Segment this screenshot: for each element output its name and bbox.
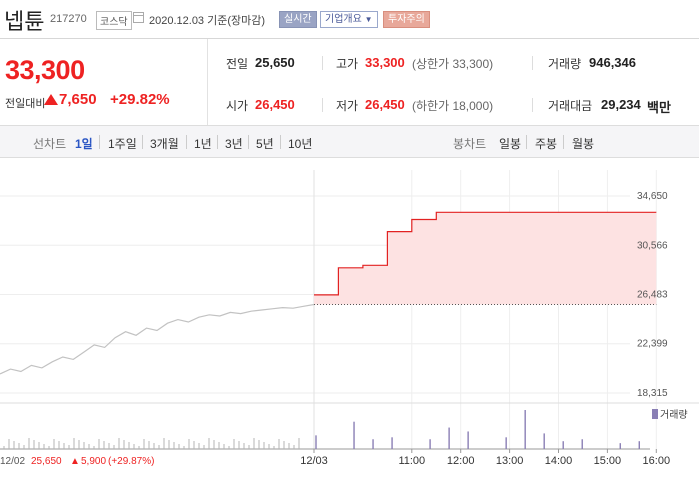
divider	[186, 135, 187, 149]
y-tick-label: 26,483	[637, 289, 668, 300]
tab-monthly-candle[interactable]: 월봉	[572, 137, 595, 151]
high-label: 고가	[336, 57, 359, 71]
divider	[248, 135, 249, 149]
prev-close-value: 25,650	[255, 55, 295, 70]
tab-10y[interactable]: 10년	[288, 137, 313, 151]
trade-value: 29,234	[601, 97, 641, 112]
divider	[217, 135, 218, 149]
calendar-icon	[133, 12, 144, 23]
divider	[99, 135, 100, 149]
tab-weekly-candle[interactable]: 주봉	[535, 137, 558, 151]
as-of-date: 2020.12.03 기준(장마감)	[149, 15, 266, 27]
company-info-dropdown[interactable]: 기업개요 ▼	[320, 11, 378, 28]
x-tick-label: 12/03	[300, 455, 328, 467]
x-tick-label: 14:00	[545, 455, 573, 467]
volume-legend-swatch	[652, 409, 658, 419]
prev-day-price-line	[0, 303, 315, 375]
tab-1d[interactable]: 1일	[75, 137, 93, 151]
volume-label: 거래량	[548, 57, 582, 71]
divider	[532, 98, 533, 112]
line-chart-header: 선차트	[33, 137, 67, 151]
divider	[532, 56, 533, 70]
change-value: 7,650	[59, 91, 97, 108]
prev-close-value: 25,650	[31, 456, 62, 467]
divider	[0, 38, 699, 39]
stock-code: 217270	[50, 13, 87, 25]
volume-value: 946,346	[589, 55, 636, 70]
x-tick-label: 11:00	[398, 455, 425, 467]
low-label: 저가	[336, 99, 359, 113]
divider	[563, 135, 564, 149]
x-tick-label: 13:00	[496, 455, 524, 467]
upper-limit: (상한가 33,300)	[412, 57, 494, 71]
divider	[207, 39, 208, 125]
open-value: 26,450	[255, 97, 295, 112]
tab-5y[interactable]: 5년	[256, 137, 274, 151]
market-badge: 코스닥	[96, 11, 132, 30]
today-price-line	[314, 211, 657, 296]
divider	[280, 135, 281, 149]
tab-3m[interactable]: 3개월	[150, 137, 179, 151]
company-info-label: 기업개요	[325, 14, 362, 25]
current-price: 33,300	[5, 55, 85, 85]
divider	[322, 56, 323, 70]
chart-tab-bar: 선차트 1일 1주일 3개월 1년 3년 5년 10년 봉차트 일봉 주봉 월봉	[0, 125, 699, 158]
low-value: 26,450	[365, 97, 405, 112]
tab-1w[interactable]: 1주일	[108, 137, 137, 151]
divider	[142, 135, 143, 149]
tab-3y[interactable]: 3년	[225, 137, 243, 151]
candle-chart-header: 봉차트	[453, 137, 487, 151]
today-price-area	[314, 212, 657, 305]
lower-limit: (하한가 18,000)	[412, 99, 494, 113]
chevron-down-icon: ▼	[364, 15, 373, 24]
tab-daily-candle[interactable]: 일봉	[499, 137, 522, 151]
volume-legend-label: 거래량	[660, 409, 688, 421]
divider	[322, 98, 323, 112]
y-tick-label: 34,650	[637, 191, 668, 202]
divider	[526, 135, 527, 149]
up-arrow-icon	[44, 94, 58, 105]
prev-change-percent: (+29.87%)	[108, 456, 154, 467]
x-tick-label: 15:00	[594, 455, 622, 467]
stock-name: 넵튠	[4, 9, 45, 34]
open-label: 시가	[226, 99, 249, 113]
y-tick-label: 30,566	[637, 240, 668, 251]
x-tick-label: 16:00	[643, 455, 671, 467]
change-label: 전일대비	[5, 98, 46, 110]
stock-header: 넵튠 217270 코스닥 2020.12.03 기준(장마감) 실시간 기업개…	[0, 0, 699, 38]
investment-caution-badge: 투자주의	[383, 11, 430, 28]
prev-change-value: 5,900	[81, 456, 106, 467]
trade-value-unit: 백만	[647, 100, 671, 115]
x-tick-label: 12:00	[447, 455, 475, 467]
prev-up-arrow-icon: ▲	[70, 456, 80, 467]
change-percent: +29.82%	[110, 91, 170, 108]
y-tick-label: 22,399	[637, 339, 668, 350]
high-value: 33,300	[365, 55, 405, 70]
prev-date-label: 12/02	[0, 456, 25, 467]
y-tick-label: 18,315	[637, 388, 668, 399]
realtime-button[interactable]: 실시간	[279, 11, 317, 28]
tab-1y[interactable]: 1년	[194, 137, 212, 151]
trade-value-label: 거래대금	[548, 99, 593, 113]
prev-close-label: 전일	[226, 57, 249, 71]
